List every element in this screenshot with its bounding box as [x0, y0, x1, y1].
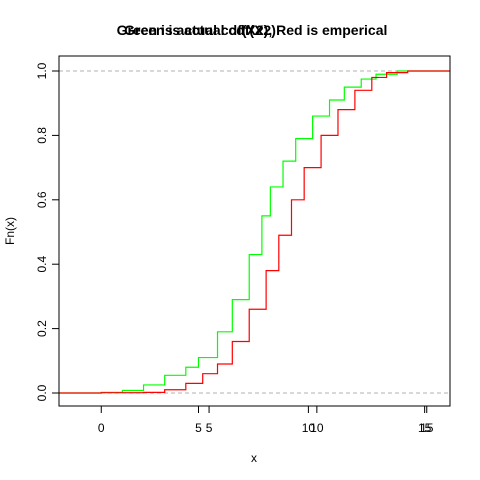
x-tick-label-4: 10 [310, 421, 324, 435]
chart-title-1: Green is actual cdf(X2) [124, 22, 276, 38]
y-tick-label-4: 0.8 [35, 127, 49, 144]
x-axis-label: x [251, 451, 257, 465]
series-0-line [59, 70, 450, 394]
chart-title-2: Green is actual cdf(X2), Red is emperica… [117, 22, 388, 38]
y-axis-label: Fn(x) [3, 217, 17, 245]
x-tick-label-3: 10 [302, 421, 316, 435]
series-1-line [59, 70, 450, 394]
x-tick-label-5: 15 [418, 421, 432, 435]
y-tick-label-0: 0.0 [35, 384, 49, 401]
plot-frame [58, 55, 451, 407]
x-tick-label-0: 0 [98, 421, 105, 435]
y-tick-label-5: 1.0 [35, 62, 49, 79]
x-tick-label-1: 5 [195, 421, 202, 435]
y-tick-label-3: 0.6 [35, 191, 49, 208]
y-tick-label-1: 0.2 [35, 320, 49, 337]
y-tick-label-2: 0.4 [35, 256, 49, 273]
plot-area [59, 70, 450, 394]
y-axis: 0.0 0.2 0.4 0.6 0.8 1.0 [35, 62, 60, 401]
x-tick-label-2: 5 [206, 421, 213, 435]
x-tick-label-6: 15 [420, 421, 434, 435]
